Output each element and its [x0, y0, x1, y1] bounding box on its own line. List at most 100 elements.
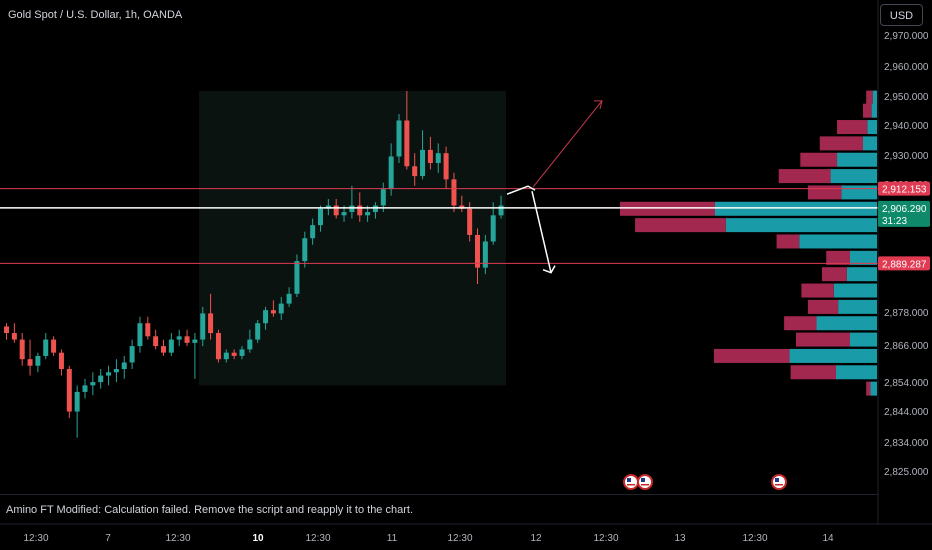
candle-body: [427, 149, 433, 163]
candle-body: [435, 153, 441, 163]
up-arrow-head: [594, 100, 603, 109]
x-tick-label: 11: [387, 533, 398, 544]
candle-body: [74, 391, 80, 412]
y-tick-label: 2,834.000: [884, 438, 929, 449]
candle-body: [255, 323, 261, 340]
x-tick-label: 12:30: [593, 533, 618, 544]
volume-profile-down-bar: [800, 152, 838, 167]
x-tick-label: 12:30: [305, 533, 330, 544]
candle-body: [490, 215, 496, 242]
current-price-label-countdown: 31:23: [882, 216, 907, 227]
candle-body: [66, 369, 72, 412]
volume-profile-down-bar: [801, 283, 834, 298]
highlight-range-box: [199, 91, 506, 386]
volume-profile-down-bar: [826, 250, 850, 265]
volume-profile-up-bar: [725, 218, 877, 233]
candle-body: [302, 238, 308, 262]
current-price-label: 2,906.290: [882, 204, 927, 215]
x-tick-label: 12:30: [742, 533, 767, 544]
candle-body: [129, 346, 135, 363]
indicator-error-message: Amino FT Modified: Calculation failed. R…: [0, 494, 878, 524]
candle-body: [192, 339, 198, 343]
volume-profile-down-bar: [862, 103, 872, 118]
candle-body: [239, 349, 245, 356]
volume-profile-up-bar: [838, 299, 877, 314]
candle-body: [145, 323, 151, 337]
y-tick-label: 2,854.000: [884, 378, 929, 389]
candle-body: [372, 205, 378, 213]
y-tick-label: 2,844.000: [884, 407, 929, 418]
volume-profile-down-bar: [784, 316, 817, 331]
resistance-price-label: 2,912.153: [882, 185, 927, 196]
candle-body: [349, 205, 355, 213]
down-arrow-head: [542, 265, 556, 274]
candle-body: [404, 120, 410, 167]
x-tick-label: 12: [530, 533, 542, 544]
volume-profile-up-bar: [830, 169, 877, 184]
candle-body: [451, 179, 457, 206]
y-tick-label: 2,825.000: [884, 467, 929, 478]
volume-profile-up-bar: [715, 201, 877, 216]
candle-body: [333, 205, 339, 216]
candle-body: [388, 156, 394, 190]
y-tick-label: 2,950.000: [884, 92, 929, 103]
candle-body: [278, 303, 284, 314]
candle-body: [380, 189, 386, 206]
candle-body: [4, 326, 9, 334]
volume-profile-up-bar: [837, 152, 877, 167]
x-tick-label: 12:30: [165, 533, 190, 544]
candle-body: [98, 375, 104, 383]
candle-body: [35, 355, 41, 366]
us-flag-event-icon[interactable]: [771, 474, 787, 490]
candle-body: [318, 208, 323, 226]
candle-body: [396, 120, 402, 157]
volume-profile-down-bar: [635, 218, 726, 233]
candle-body: [215, 333, 221, 360]
volume-profile-down-bar: [807, 299, 839, 314]
us-flag-event-icon[interactable]: [623, 474, 639, 490]
candle-body: [420, 149, 426, 177]
volume-profile-up-bar: [833, 283, 877, 298]
candle-body: [27, 359, 33, 366]
support-price-label-bg: [878, 256, 930, 271]
resistance-price-label-bg: [878, 181, 930, 196]
volume-profile-down-bar: [866, 381, 871, 396]
candle-body: [168, 339, 174, 353]
candle-body: [310, 225, 316, 239]
volume-profile-down-bar: [796, 332, 850, 347]
x-tick-label: 12:30: [23, 533, 48, 544]
candle-body: [223, 352, 229, 360]
symbol-title[interactable]: Gold Spot / U.S. Dollar, 1h, OANDA: [8, 9, 183, 21]
candle-body: [113, 369, 119, 373]
volume-profile-down-bar: [837, 120, 868, 135]
candle-body: [106, 372, 112, 376]
currency-button[interactable]: USD: [880, 4, 923, 26]
volume-profile-up-bar: [841, 185, 877, 200]
y-tick-label: 2,940.000: [884, 121, 929, 132]
candle-body: [137, 323, 143, 347]
candle-body: [357, 205, 363, 216]
candle-body: [153, 336, 159, 347]
us-flag-event-icon[interactable]: [637, 474, 653, 490]
candle-body: [341, 212, 347, 216]
candle-body: [263, 310, 269, 324]
volume-profile-up-bar: [870, 381, 877, 396]
candle-body: [208, 313, 214, 334]
candle-body: [43, 339, 49, 356]
candle-body: [475, 234, 480, 268]
volume-profile-up-bar: [872, 90, 877, 105]
candle-body: [58, 352, 64, 370]
volume-profile-down-bar: [790, 365, 836, 380]
volume-profile-up-bar: [850, 332, 877, 347]
candle-body: [11, 333, 17, 340]
current-price-label-bg: [878, 200, 930, 227]
x-tick-label: 13: [674, 533, 686, 544]
candle-body: [270, 310, 276, 314]
x-tick-label: 10: [252, 533, 264, 544]
volume-profile-up-bar: [816, 316, 877, 331]
volume-profile-down-bar: [778, 169, 831, 184]
down-target-arrow: [531, 190, 552, 273]
up-target-arrow: [532, 100, 603, 188]
volume-profile-up-bar: [799, 234, 877, 249]
